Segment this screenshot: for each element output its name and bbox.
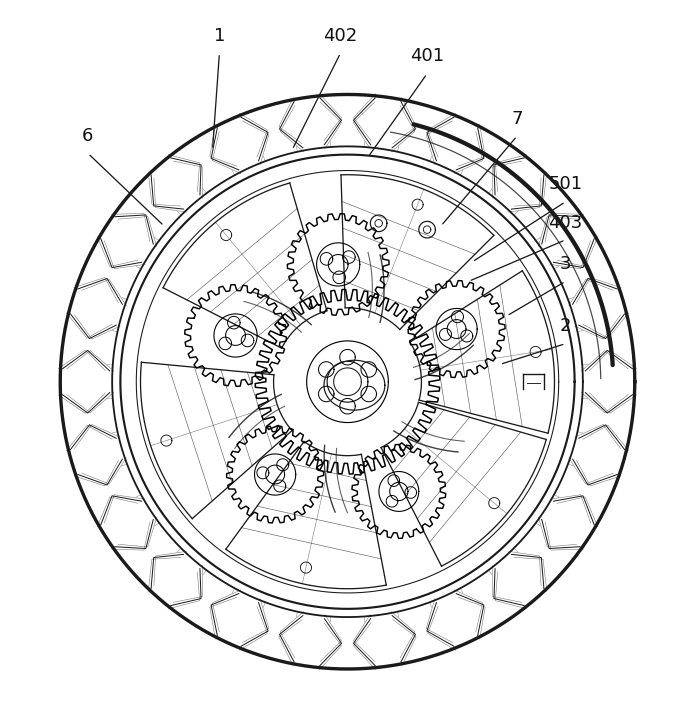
Text: 501: 501 [548, 175, 582, 194]
Text: 403: 403 [548, 214, 582, 232]
Text: 7: 7 [512, 109, 523, 128]
Text: 6: 6 [82, 127, 94, 145]
Text: 402: 402 [323, 26, 358, 44]
Text: 1: 1 [214, 26, 225, 44]
Text: 2: 2 [559, 317, 571, 335]
Text: 3: 3 [559, 255, 571, 273]
Text: 401: 401 [410, 47, 444, 65]
